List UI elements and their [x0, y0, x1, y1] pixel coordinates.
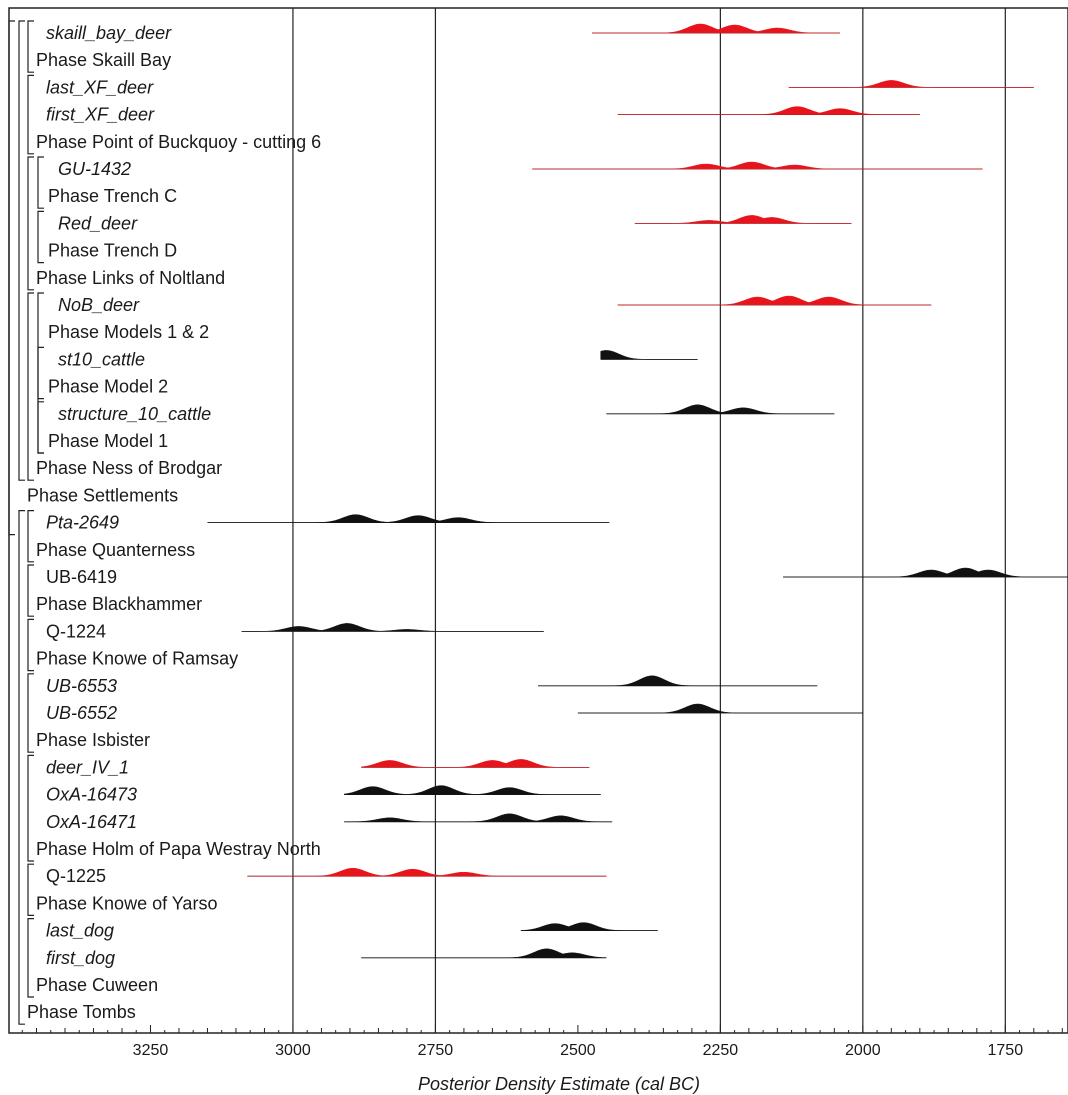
bracket-3 — [27, 20, 34, 73]
x-tick-label-1750: 1750 — [988, 1042, 1024, 1059]
row-label-Red_deer: Red_deer — [58, 213, 138, 233]
density-Red_deer — [634, 215, 852, 224]
x-tick-label-3000: 3000 — [275, 1042, 311, 1059]
row-label-first_dog: first_dog — [46, 948, 115, 968]
row-label-Phase Model 2: Phase Model 2 — [48, 377, 168, 397]
row-label-Phase Settlements: Phase Settlements — [27, 485, 178, 505]
density-Q-1225 — [247, 867, 607, 877]
distributions — [207, 23, 1068, 959]
row-label-GU-1432: GU-1432 — [58, 159, 131, 179]
bracket-15 — [27, 673, 34, 753]
row-label-Phase Quanterness: Phase Quanterness — [36, 540, 195, 560]
density-last_XF_deer — [788, 80, 1034, 88]
row-label-Phase Point of Buckquoy - cutting 6: Phase Point of Buckquoy - cutting 6 — [36, 132, 321, 152]
density-GU-1432 — [532, 161, 983, 170]
density-last_dog — [520, 922, 658, 931]
row-label-last_XF_deer: last_XF_deer — [46, 77, 154, 97]
density-first_XF_deer — [617, 106, 920, 115]
density-st10_cattle — [600, 350, 698, 360]
plot-frame — [8, 7, 1068, 1034]
row-label-Phase Knowe of Yarso: Phase Knowe of Yarso — [36, 893, 217, 913]
bracket-8 — [37, 210, 44, 264]
row-label-Phase Knowe of Ramsay: Phase Knowe of Ramsay — [36, 649, 238, 669]
bracket-11 — [37, 401, 44, 454]
bracket-0 — [8, 20, 15, 536]
x-axis: 3250 3000 2750 2500 2250 2000 1750 — [21, 1025, 1063, 1059]
bracket-10 — [37, 346, 44, 400]
density-OxA-16473 — [343, 785, 601, 795]
bracket-4 — [27, 74, 34, 155]
bracket-13 — [27, 564, 34, 617]
gridlines — [292, 8, 1006, 1033]
density-Pta-2649 — [207, 514, 610, 523]
row-label-Q-1225: Q-1225 — [46, 866, 106, 886]
density-UB-6419 — [783, 567, 1068, 578]
row-label-deer_IV_1: deer_IV_1 — [46, 757, 129, 777]
x-axis-title: Posterior Density Estimate (cal BC) — [418, 1074, 700, 1094]
row-label-UB-6419: UB-6419 — [46, 567, 117, 587]
density-UB-6552 — [577, 703, 863, 714]
x-tick-label-2750: 2750 — [418, 1042, 454, 1059]
row-label-UB-6553: UB-6553 — [46, 676, 117, 696]
x-tick-label-3250: 3250 — [133, 1042, 169, 1059]
row-label-Phase Isbister: Phase Isbister — [36, 730, 150, 750]
row-label-Phase Holm of Papa Westray North: Phase Holm of Papa Westray North — [36, 839, 321, 859]
density-Q-1224 — [241, 623, 544, 632]
phase-brackets — [8, 20, 44, 1025]
row-label-Phase Model 1: Phase Model 1 — [48, 431, 168, 451]
row-label-structure_10_cattle: structure_10_cattle — [58, 404, 211, 424]
row-label-Phase Ness of Brodgar: Phase Ness of Brodgar — [36, 458, 222, 478]
x-tick-label-2500: 2500 — [560, 1042, 596, 1059]
bracket-12 — [27, 510, 34, 563]
bracket-1 — [18, 20, 25, 481]
x-tick-label-2000: 2000 — [845, 1042, 881, 1059]
row-label-Q-1224: Q-1224 — [46, 621, 106, 641]
density-OxA-16471 — [344, 813, 613, 823]
density-structure_10_cattle — [606, 404, 835, 415]
row-label-OxA-16473: OxA-16473 — [46, 785, 137, 805]
row-label-Phase Tombs: Phase Tombs — [27, 1002, 136, 1022]
row-label-Phase Cuween: Phase Cuween — [36, 975, 158, 995]
row-label-first_XF_deer: first_XF_deer — [46, 105, 155, 125]
row-label-NoB_deer: NoB_deer — [58, 295, 140, 315]
density-deer_IV_1 — [361, 759, 590, 768]
row-label-skaill_bay_deer: skaill_bay_deer — [46, 23, 172, 43]
bracket-14 — [27, 618, 34, 672]
row-label-Phase Trench C: Phase Trench C — [48, 186, 177, 206]
row-labels: skaill_bay_deer Phase Skaill Bay last_XF_d… — [27, 23, 321, 1022]
row-label-Phase Trench D: Phase Trench D — [48, 241, 177, 261]
bracket-17 — [27, 863, 34, 916]
bracket-18 — [27, 918, 34, 998]
bracket-16 — [27, 754, 34, 862]
row-label-Phase Models 1 & 2: Phase Models 1 & 2 — [48, 322, 209, 342]
row-label-Phase Links of Noltland: Phase Links of Noltland — [36, 268, 225, 288]
bracket-2 — [18, 510, 25, 1025]
bracket-7 — [37, 156, 44, 209]
density-first_dog — [361, 948, 607, 959]
density-NoB_deer — [617, 295, 932, 306]
row-label-UB-6552: UB-6552 — [46, 703, 117, 723]
row-label-Phase Skaill Bay: Phase Skaill Bay — [36, 50, 171, 70]
row-label-Phase Blackhammer: Phase Blackhammer — [36, 594, 202, 614]
row-label-Pta-2649: Pta-2649 — [46, 513, 119, 533]
density-skaill_bay_deer — [592, 23, 841, 34]
density-UB-6553 — [538, 675, 818, 687]
x-tick-label-2250: 2250 — [703, 1042, 739, 1059]
row-label-last_dog: last_dog — [46, 921, 114, 941]
row-label-st10_cattle: st10_cattle — [58, 349, 145, 369]
bracket-5 — [27, 156, 34, 291]
bracket-6 — [27, 292, 34, 481]
row-label-OxA-16471: OxA-16471 — [46, 812, 137, 832]
